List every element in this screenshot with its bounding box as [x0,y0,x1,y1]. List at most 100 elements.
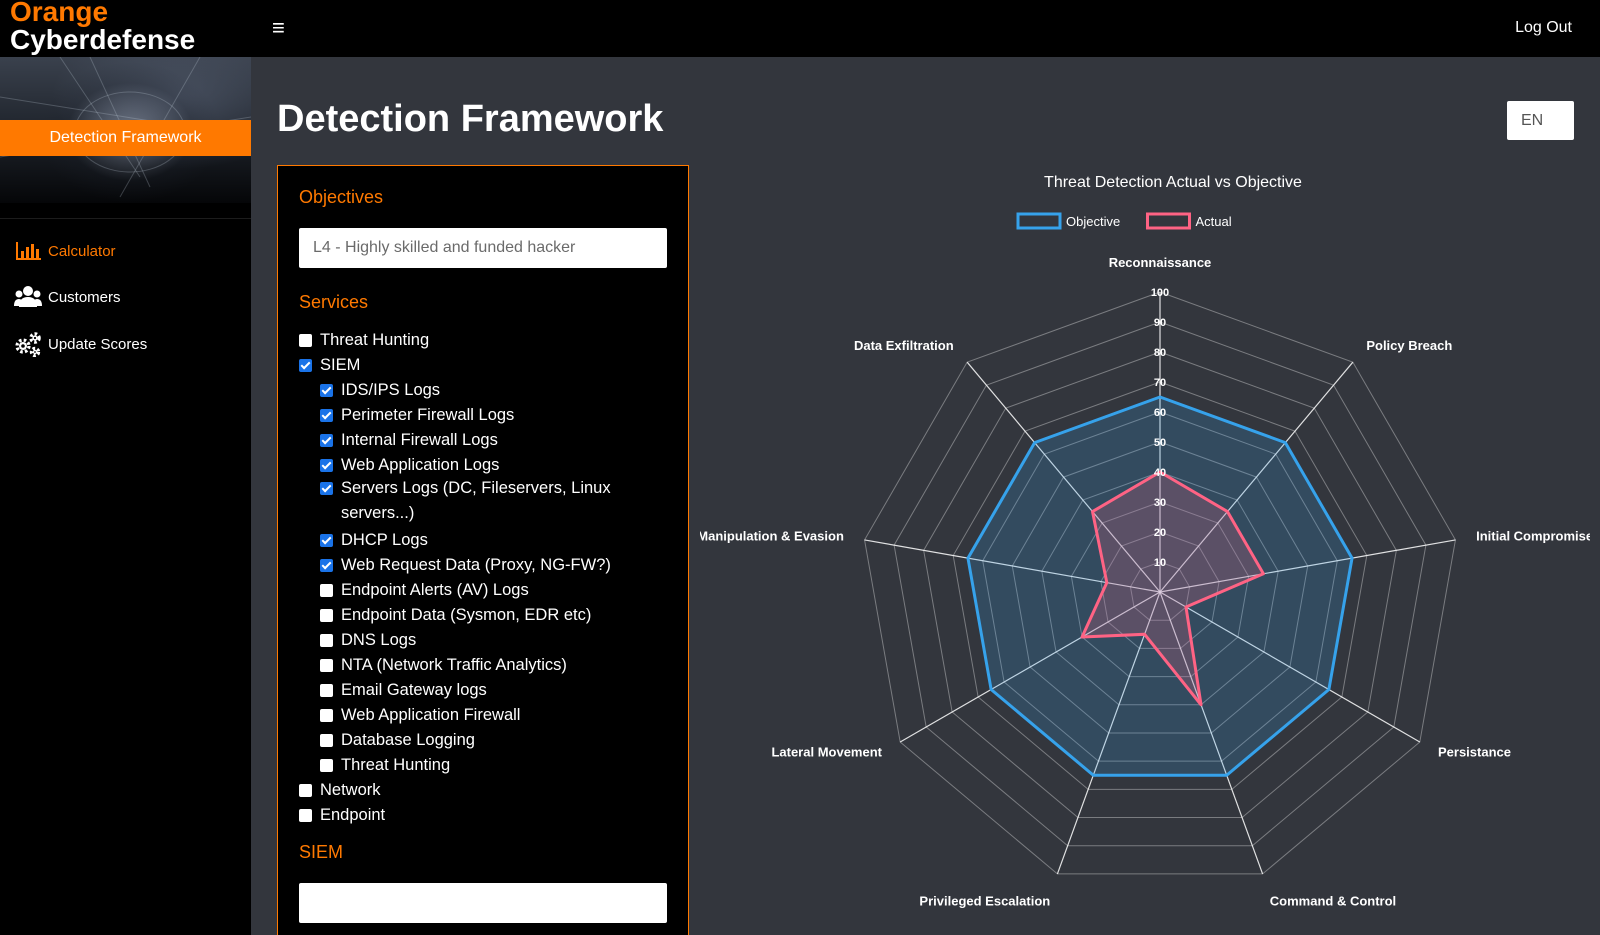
tick-label: 90 [1154,317,1166,329]
tick-label: 10 [1154,557,1166,569]
form-panel: Objectives L4 - Highly skilled and funde… [277,165,689,935]
page-title: Detection Framework [277,98,664,140]
service-checkbox-row[interactable]: DNS Logs [320,631,416,650]
service-label: Web Application Firewall [341,706,521,724]
checkbox[interactable] [320,584,333,597]
series-objective[interactable] [966,395,1354,777]
tick-label: 80 [1154,347,1166,359]
sidebar: Detection Framework Calculator Customers [0,57,251,935]
checkbox[interactable] [320,734,333,747]
axis-label: Privileged Escalation [919,894,1050,909]
checkbox[interactable] [299,784,312,797]
service-label: Threat Hunting [341,756,451,774]
axis-label: Initial Compromise [1476,528,1590,543]
service-label: Endpoint Data (Sysmon, EDR etc) [341,606,592,624]
service-checkbox-row[interactable]: Network [299,781,381,800]
checkbox[interactable] [320,634,333,647]
axis-label: Policy Breach [1366,338,1452,353]
brand-line1: Orange [10,0,109,27]
grid-ring [1070,501,1250,678]
service-checkbox-row[interactable]: DHCP Logs [320,531,428,550]
language-select[interactable]: EN [1507,101,1574,140]
tick-label: 100 [1151,287,1169,299]
brand-line2: Cyberdefense [10,24,196,55]
checkbox[interactable] [299,334,312,347]
legend-swatch[interactable] [1016,212,1062,230]
checkbox-checked[interactable] [320,384,333,397]
grid-ring [1041,471,1279,706]
service-checkbox-row[interactable]: Endpoint [299,806,385,825]
sidebar-item-customers[interactable]: Customers [14,284,121,310]
service-checkbox-row[interactable]: SIEM [299,356,360,375]
brand-logo[interactable]: Orange Cyberdefense [10,0,195,54]
checkbox-checked[interactable] [320,459,333,472]
checkbox[interactable] [320,709,333,722]
radar-chart: Threat Detection Actual vs Objective Obj… [700,174,1590,909]
checkbox-checked[interactable] [320,409,333,422]
service-label: SIEM [320,356,361,374]
service-checkbox-row[interactable]: Web Request Data (Proxy, NG-FW?) [320,556,611,575]
legend-label[interactable]: Actual [1196,214,1232,229]
logout-link[interactable]: Log Out [1515,19,1572,36]
service-checkbox-row[interactable]: Web Application Logs [320,456,499,475]
axis-label: Data Exfiltration [854,338,954,353]
service-label: DHCP Logs [341,531,428,549]
tick-label: 20 [1154,527,1166,539]
checkbox[interactable] [299,809,312,822]
service-checkbox-row[interactable]: Threat Hunting [299,331,429,350]
service-checkbox-row[interactable]: Email Gateway logs [320,681,487,700]
axis-label: Persistance [1438,745,1511,760]
grid-ring [864,291,1456,875]
service-checkbox-row[interactable]: Web Application Firewall [320,706,520,725]
chart-legend: Objective Actual [1016,212,1232,230]
checkbox[interactable] [320,609,333,622]
checkbox-checked[interactable] [299,359,312,372]
service-checkbox-row[interactable]: Servers Logs (DC, Fileservers, Linux ser… [320,476,620,526]
sidebar-item-update-scores[interactable]: Update Scores [14,331,147,357]
objective-select[interactable]: L4 - Highly skilled and funded hacker [299,228,667,268]
sidebar-hero-image: Detection Framework [0,57,251,203]
service-checkbox-row[interactable]: Endpoint Data (Sysmon, EDR etc) [320,606,591,625]
chart-grid [864,291,1456,875]
sidebar-item-label: Customers [48,288,121,306]
checkbox-checked[interactable] [320,434,333,447]
checkbox-checked[interactable] [320,534,333,547]
axis-spoke [966,361,1161,593]
checkbox[interactable] [320,759,333,772]
series-actual[interactable] [1080,470,1265,707]
service-checkbox-row[interactable]: IDS/IPS Logs [320,381,440,400]
service-checkbox-row[interactable]: Internal Firewall Logs [320,431,498,450]
service-label: DNS Logs [341,631,417,649]
service-label: Database Logging [341,731,475,749]
service-label: Network [320,781,381,799]
detection-framework-tab[interactable]: Detection Framework [0,120,251,156]
service-checkbox-row[interactable]: NTA (Network Traffic Analytics) [320,656,567,675]
sidebar-divider [0,218,251,219]
sidebar-item-label: Update Scores [48,335,148,353]
service-checkbox-row[interactable]: Endpoint Alerts (AV) Logs [320,581,529,600]
grid-ring [1011,441,1309,734]
checkbox[interactable] [320,684,333,697]
service-checkbox-row[interactable]: Database Logging [320,731,475,750]
legend-label[interactable]: Objective [1066,214,1120,229]
siem-input[interactable] [299,883,667,923]
chart-title: Threat Detection Actual vs Objective [1044,174,1302,191]
checkbox[interactable] [320,659,333,672]
service-label: IDS/IPS Logs [341,381,441,399]
users-icon [14,284,44,310]
legend-swatch[interactable] [1146,212,1191,230]
sidebar-item-calculator[interactable]: Calculator [14,238,116,264]
axis-spoke [1159,591,1421,743]
service-label: Perimeter Firewall Logs [341,406,515,424]
service-label: Endpoint [320,806,386,824]
service-checkbox-row[interactable]: Threat Hunting [320,756,450,775]
checkbox-checked[interactable] [320,559,333,572]
tick-label: 50 [1154,437,1166,449]
grid-ring [923,351,1397,819]
service-checkbox-row[interactable]: Perimeter Firewall Logs [320,406,514,425]
grid-ring [982,411,1338,762]
chart-axis-labels: Reconnaissance Policy Breach Initial Compr… [700,255,1590,909]
hamburger-icon[interactable]: ≡ [272,15,285,40]
checkbox-checked[interactable] [320,482,333,495]
tick-label: 70 [1154,377,1166,389]
